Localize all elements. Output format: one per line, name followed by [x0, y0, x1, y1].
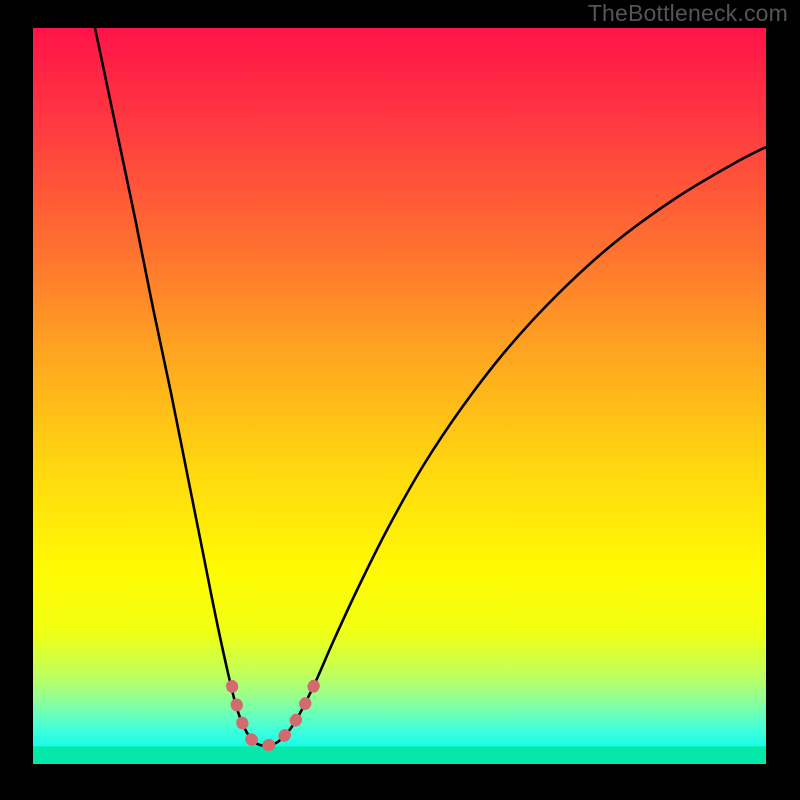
chart-canvas: TheBottleneck.com	[0, 0, 800, 800]
watermark-text: TheBottleneck.com	[588, 0, 788, 27]
gradient-background	[33, 28, 766, 764]
bottleneck-curve-plot	[33, 28, 766, 764]
green-baseline-band	[33, 746, 766, 764]
